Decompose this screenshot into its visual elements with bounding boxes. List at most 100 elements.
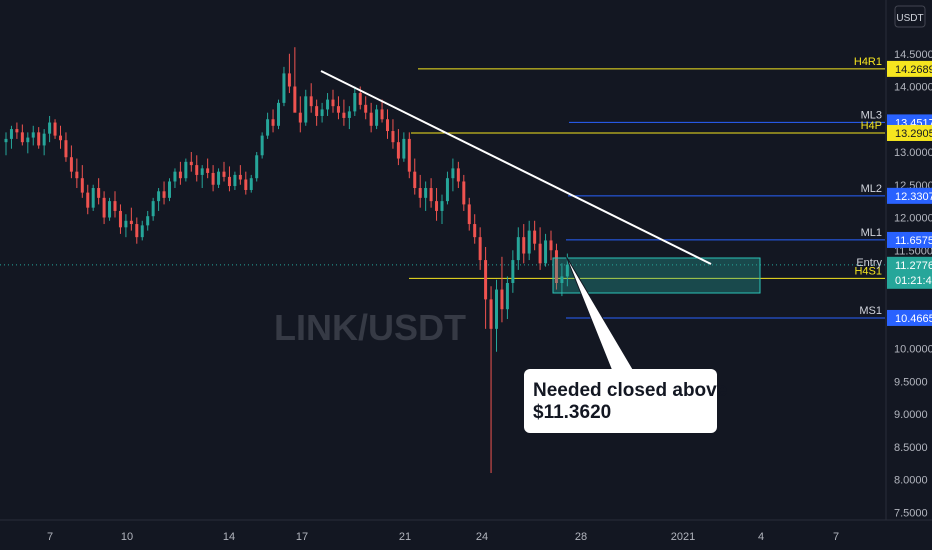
candle[interactable]: [331, 89, 335, 113]
candle[interactable]: [549, 230, 553, 261]
candle[interactable]: [336, 96, 340, 120]
candle[interactable]: [91, 184, 95, 211]
candle[interactable]: [162, 181, 166, 205]
candle[interactable]: [391, 119, 395, 149]
candle[interactable]: [287, 53, 291, 94]
candle[interactable]: [238, 165, 242, 185]
candle[interactable]: [59, 125, 62, 149]
candle[interactable]: [97, 178, 101, 205]
candle[interactable]: [20, 124, 24, 146]
candle[interactable]: [495, 279, 498, 352]
currency-button-label[interactable]: USDT: [896, 13, 923, 24]
candle[interactable]: [298, 96, 302, 133]
candle[interactable]: [304, 89, 308, 126]
candle[interactable]: [15, 122, 19, 139]
candle[interactable]: [489, 286, 493, 473]
candle[interactable]: [233, 171, 237, 190]
candle[interactable]: [266, 112, 270, 139]
candle[interactable]: [151, 197, 155, 221]
candle[interactable]: [255, 152, 259, 182]
candle[interactable]: [386, 109, 389, 139]
currency-button[interactable]: USDT: [894, 5, 926, 28]
candle[interactable]: [271, 109, 275, 133]
candle[interactable]: [293, 47, 297, 113]
candle[interactable]: [500, 256, 504, 323]
candle[interactable]: [135, 217, 139, 244]
candle[interactable]: [222, 161, 226, 182]
candle[interactable]: [26, 132, 30, 154]
candle[interactable]: [244, 171, 248, 195]
candle[interactable]: [124, 214, 128, 238]
candle[interactable]: [140, 220, 144, 241]
candle[interactable]: [402, 132, 406, 162]
candle[interactable]: [505, 276, 509, 320]
candle[interactable]: [522, 224, 526, 264]
entry-zone-rectangle[interactable]: [552, 257, 761, 294]
candle[interactable]: [113, 191, 117, 218]
candle[interactable]: [309, 83, 313, 113]
candle[interactable]: [80, 165, 84, 198]
candles[interactable]: [4, 47, 569, 473]
candle[interactable]: [511, 250, 515, 293]
candle[interactable]: [189, 152, 193, 172]
candle[interactable]: [375, 104, 379, 130]
candle[interactable]: [527, 220, 531, 261]
candle[interactable]: [326, 93, 330, 116]
candle[interactable]: [429, 178, 433, 208]
candle[interactable]: [102, 191, 106, 225]
candle[interactable]: [554, 243, 558, 290]
candle[interactable]: [478, 227, 482, 270]
annotation-callout[interactable]: Needed closed above $11.3620: [524, 255, 727, 433]
candle[interactable]: [227, 166, 231, 192]
candle[interactable]: [4, 132, 8, 156]
candle[interactable]: [467, 197, 471, 231]
candle[interactable]: [260, 132, 264, 159]
candle[interactable]: [249, 174, 253, 193]
candle[interactable]: [347, 106, 351, 130]
candle[interactable]: [353, 86, 357, 116]
candle[interactable]: [424, 181, 428, 211]
candle[interactable]: [516, 227, 520, 270]
candle[interactable]: [282, 66, 286, 107]
candle[interactable]: [64, 132, 68, 162]
candle[interactable]: [118, 204, 122, 234]
candle[interactable]: [184, 158, 188, 182]
candle[interactable]: [168, 178, 171, 202]
candle[interactable]: [157, 188, 161, 211]
currency-button-frame[interactable]: [894, 5, 926, 28]
candle[interactable]: [217, 168, 221, 189]
candle[interactable]: [456, 161, 460, 189]
candle[interactable]: [418, 174, 422, 208]
candle[interactable]: [396, 129, 400, 166]
candle[interactable]: [369, 102, 373, 133]
candle[interactable]: [146, 210, 150, 231]
candle[interactable]: [440, 194, 444, 225]
candle[interactable]: [435, 188, 439, 221]
candle[interactable]: [342, 99, 346, 126]
candle[interactable]: [195, 155, 199, 182]
candle[interactable]: [413, 158, 417, 195]
candle[interactable]: [451, 158, 455, 192]
candle[interactable]: [31, 125, 35, 146]
candle[interactable]: [484, 246, 488, 329]
candle[interactable]: [560, 263, 564, 297]
candle[interactable]: [538, 227, 542, 270]
candle[interactable]: [108, 197, 112, 221]
candle[interactable]: [364, 96, 368, 120]
candle[interactable]: [37, 127, 41, 149]
candle[interactable]: [53, 119, 57, 139]
candle[interactable]: [173, 168, 177, 189]
candle[interactable]: [380, 99, 384, 123]
candle[interactable]: [533, 220, 537, 251]
candle[interactable]: [86, 184, 90, 215]
candle[interactable]: [407, 132, 411, 179]
candle[interactable]: [320, 102, 324, 123]
candle[interactable]: [315, 99, 319, 126]
candle[interactable]: [200, 165, 204, 189]
candle[interactable]: [129, 207, 133, 231]
candle[interactable]: [48, 115, 52, 143]
candle[interactable]: [206, 158, 210, 179]
candle[interactable]: [69, 145, 73, 179]
